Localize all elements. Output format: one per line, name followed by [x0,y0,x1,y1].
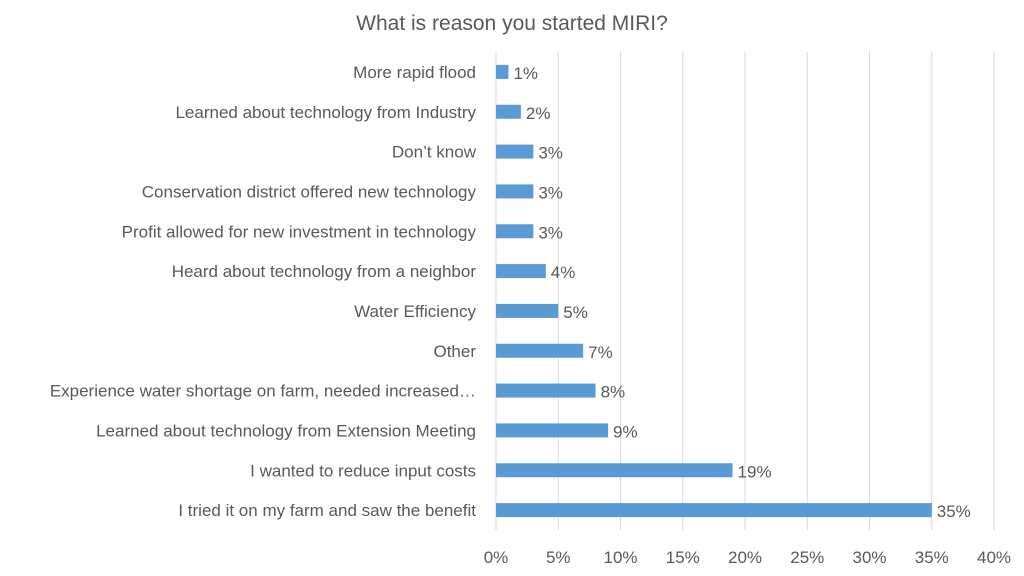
category-label: Learned about technology from Extension … [96,421,476,440]
data-label: 3% [538,144,563,163]
x-tick-label: 5% [546,548,571,567]
category-label: Experience water shortage on farm, neede… [50,382,476,401]
x-tick-label: 15% [666,548,700,567]
bar [496,343,584,358]
x-tick-label: 40% [977,548,1011,567]
data-label: 8% [601,383,626,402]
bar [496,64,509,79]
category-label: More rapid flood [353,63,476,82]
data-label: 3% [538,183,563,202]
x-tick-label: 35% [915,548,949,567]
x-tick-label: 25% [790,548,824,567]
data-label: 2% [526,104,551,123]
data-label: 4% [551,263,576,282]
category-label: I tried it on my farm and saw the benefi… [178,501,476,520]
data-label: 7% [588,343,613,362]
data-label: 5% [563,303,588,322]
bar [496,144,534,159]
bar [496,463,733,478]
x-tick-label: 0% [484,548,509,567]
bar [496,264,546,279]
chart-title: What is reason you started MIRI? [356,12,668,35]
x-tick-label: 10% [603,548,637,567]
x-tick-label: 30% [852,548,886,567]
data-label: 1% [513,64,538,83]
bar [496,423,609,438]
category-label: Water Efficiency [354,302,476,321]
x-tick-label: 20% [728,548,762,567]
category-label: Learned about technology from Industry [175,103,476,122]
bar [496,224,534,239]
data-label: 35% [937,502,971,521]
data-label: 3% [538,223,563,242]
data-label: 19% [738,462,772,481]
bar [496,184,534,199]
data-label: 9% [613,422,638,441]
bar [496,503,932,518]
bar [496,383,596,398]
category-label: Don’t know [392,143,477,162]
category-label: Conservation district offered new techno… [142,182,477,201]
category-label: I wanted to reduce input costs [250,461,476,480]
category-label: Heard about technology from a neighbor [172,262,477,281]
bar [496,303,559,318]
category-label: Profit allowed for new investment in tec… [122,222,477,241]
category-label: Other [433,342,476,361]
bar [496,104,521,119]
